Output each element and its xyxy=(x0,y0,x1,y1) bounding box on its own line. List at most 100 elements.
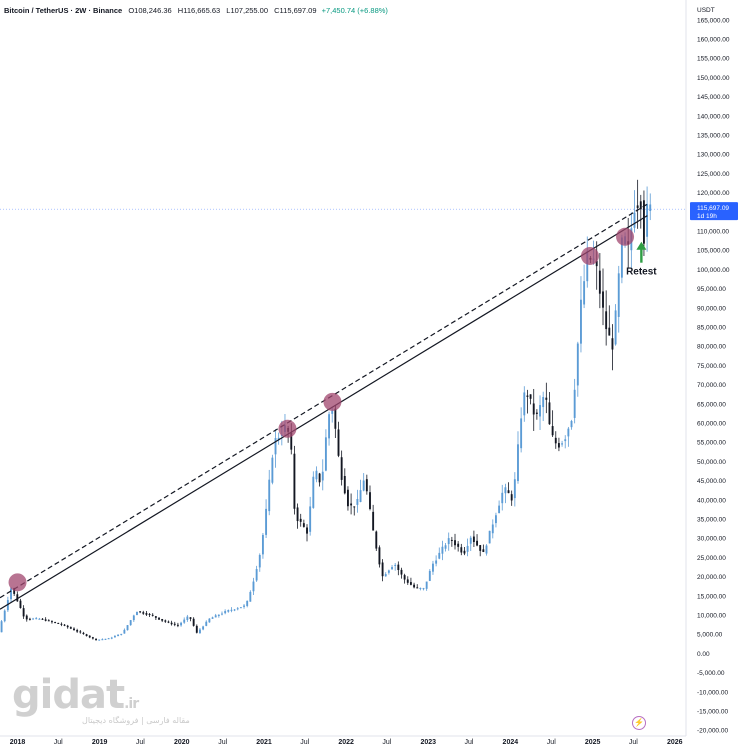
candle-body xyxy=(463,550,466,554)
y-tick-label: 85,000.00 xyxy=(697,325,726,332)
candle-body xyxy=(271,457,274,483)
y-tick-label: -15,000.00 xyxy=(697,708,728,715)
bar-countdown: 1d 19h xyxy=(697,213,717,220)
y-tick-label: 30,000.00 xyxy=(697,536,726,543)
close-value: 115,697.09 xyxy=(279,6,317,15)
candle-body xyxy=(51,621,53,623)
x-tick-label: 2019 xyxy=(92,739,108,746)
candle-body xyxy=(403,575,406,580)
candle-body xyxy=(498,505,501,514)
y-tick-label: 10,000.00 xyxy=(697,612,726,619)
candle-body xyxy=(154,616,157,618)
y-tick-label: 130,000.00 xyxy=(697,152,730,159)
candle-body xyxy=(148,613,151,615)
candle-body xyxy=(233,609,236,611)
candle-body xyxy=(208,618,211,623)
candle-body xyxy=(22,608,25,617)
candle-body xyxy=(573,389,576,418)
candle-body xyxy=(586,251,589,282)
candle-body xyxy=(611,338,614,350)
candle-body xyxy=(649,204,652,211)
candle-body xyxy=(142,612,145,614)
candle-body xyxy=(328,414,330,439)
retest-label: Retest xyxy=(626,267,657,278)
candle-body xyxy=(66,625,69,628)
candle-body xyxy=(41,618,44,620)
candle-body xyxy=(353,506,356,508)
candle-body xyxy=(620,237,623,278)
y-tick-label: 65,000.00 xyxy=(697,401,726,408)
x-tick-label: Jul xyxy=(218,739,227,746)
candle-body xyxy=(504,487,507,494)
candle-body xyxy=(32,618,35,620)
candle-body xyxy=(3,610,6,622)
x-tick-label: Jul xyxy=(300,739,309,746)
candle-body xyxy=(170,622,173,625)
candle-body xyxy=(441,546,444,554)
x-tick-label: 2021 xyxy=(256,739,272,746)
retest-arrow-head xyxy=(636,241,647,250)
candle-body xyxy=(576,343,579,386)
candle-body xyxy=(425,581,428,589)
candle-body xyxy=(63,624,66,626)
candle-body xyxy=(183,619,186,623)
low-label: L xyxy=(226,6,231,15)
candle-body xyxy=(529,394,532,399)
candle-body xyxy=(639,201,642,210)
x-tick-label: Jul xyxy=(136,739,145,746)
candle-body xyxy=(95,638,97,641)
candle-body xyxy=(372,511,375,531)
y-tick-label: 155,000.00 xyxy=(697,56,730,63)
candle-body xyxy=(646,203,649,237)
trendline-touch-marker xyxy=(8,573,27,592)
candle-body xyxy=(44,619,47,621)
candle-body xyxy=(488,530,491,544)
candle-body xyxy=(375,531,378,549)
candle-body xyxy=(510,494,513,501)
candle-body xyxy=(369,492,371,509)
candle-body xyxy=(334,408,337,429)
candle-body xyxy=(306,527,308,534)
candle-body xyxy=(378,547,381,565)
candle-body xyxy=(167,621,170,623)
lightning-icon[interactable]: ⚡ xyxy=(632,716,646,730)
candle-body xyxy=(435,560,438,564)
high-label: H xyxy=(177,6,184,15)
x-tick-label: Jul xyxy=(547,739,556,746)
candle-body xyxy=(608,327,611,336)
candle-body xyxy=(176,624,179,626)
candle-body xyxy=(397,564,400,571)
candle-body xyxy=(318,473,321,483)
candle-body xyxy=(457,543,460,547)
current-price-tag xyxy=(690,202,738,221)
open-label: O xyxy=(128,6,135,15)
candle-body xyxy=(309,506,312,532)
candle-body xyxy=(19,600,22,609)
candle-body xyxy=(107,638,110,640)
candle-body xyxy=(381,562,384,577)
close-label: C xyxy=(274,6,280,15)
candle-body xyxy=(564,439,567,442)
x-tick-label: Jul xyxy=(382,739,391,746)
candle-body xyxy=(617,273,620,317)
candle-body xyxy=(47,620,50,622)
y-tick-label: 150,000.00 xyxy=(697,75,730,82)
candle-body xyxy=(570,420,573,428)
candle-body xyxy=(274,438,277,455)
candle-body xyxy=(485,545,488,554)
x-tick-label: 2025 xyxy=(585,739,601,746)
y-tick-label: 20,000.00 xyxy=(697,574,726,581)
y-tick-label: -5,000.00 xyxy=(697,670,725,677)
candle-body xyxy=(85,634,88,637)
candle-body xyxy=(337,429,340,456)
candle-body xyxy=(343,475,346,494)
y-tick-label: 60,000.00 xyxy=(697,420,726,427)
candle-body xyxy=(54,622,57,624)
candle-body xyxy=(302,523,305,527)
y-tick-label: 55,000.00 xyxy=(697,440,726,447)
candle-body xyxy=(580,299,582,344)
y-tick-label: 50,000.00 xyxy=(697,459,726,466)
y-tick-label: 80,000.00 xyxy=(697,344,726,351)
